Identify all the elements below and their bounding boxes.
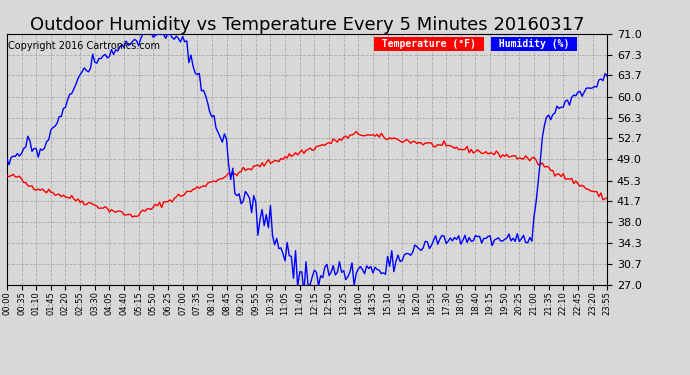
Text: Humidity (%): Humidity (%): [493, 39, 575, 49]
Text: Copyright 2016 Cartronics.com: Copyright 2016 Cartronics.com: [8, 41, 159, 51]
Text: Temperature (°F): Temperature (°F): [376, 39, 482, 49]
Title: Outdoor Humidity vs Temperature Every 5 Minutes 20160317: Outdoor Humidity vs Temperature Every 5 …: [30, 16, 584, 34]
